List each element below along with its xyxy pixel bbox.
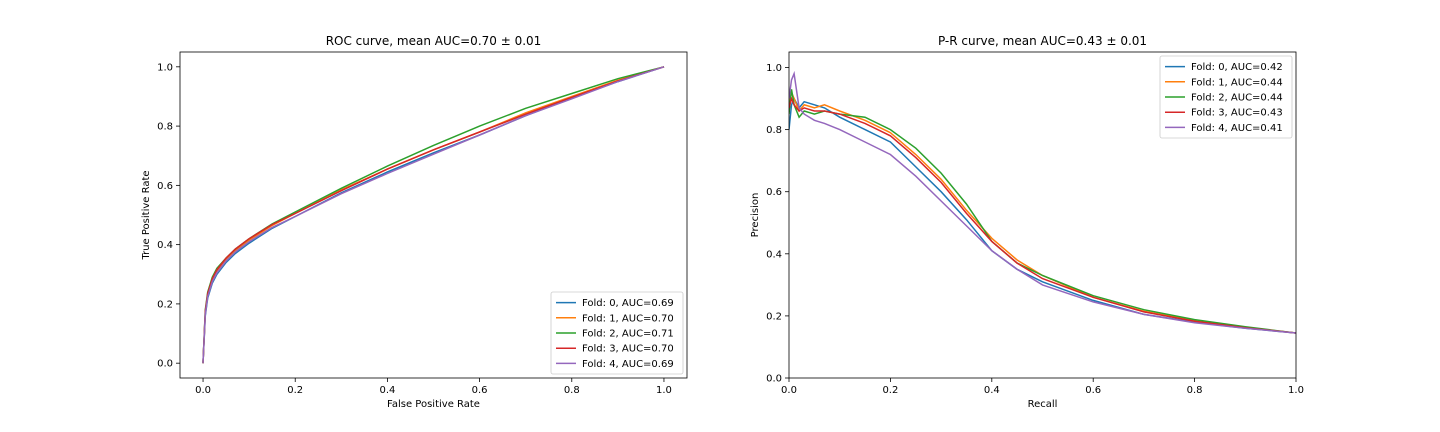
y-tick-label: 0.6 [157,181,173,192]
y-tick-label: 0.2 [766,311,782,322]
x-tick-label: 0.6 [1085,385,1101,396]
series-line-fold-4 [789,70,1296,334]
y-axis-label: Precision [750,193,761,238]
pr-chart: 0.0 0.2 0.4 0.6 0.8 1.0 0.0 0.2 0.4 0.6 0.8 1.0 P-R … [750,34,1304,410]
legend-label: Fold: 0, AUC=0.69 [582,298,674,309]
x-tick-label: 1.0 [656,385,672,396]
chart-title: P-R curve, mean AUC=0.43 ± 0.01 [938,34,1147,48]
x-tick-label: 0.2 [882,385,898,396]
x-tick-label: 0.4 [984,385,1000,396]
legend-box [550,291,684,375]
axes-frame [179,51,688,379]
y-tick-label: 1.0 [766,63,782,74]
x-tick-label: 0.8 [564,385,580,396]
y-tick-label: 0.0 [766,374,782,385]
chart-title: ROC curve, mean AUC=0.70 ± 0.01 [326,34,542,48]
legend-label: Fold: 2, AUC=0.71 [582,329,674,340]
legend-box [1159,55,1293,139]
legend-label: Fold: 3, AUC=0.70 [582,344,674,355]
axes-frame [788,51,1297,379]
x-axis-label: Recall [1028,399,1058,410]
x-tick-label: 1.0 [1288,385,1304,396]
y-tick-label: 0.2 [157,299,173,310]
y-tick-label: 0.0 [157,359,173,370]
y-axis-label: True Positive Rate [141,170,152,260]
y-tick-label: 1.0 [157,62,173,73]
x-tick-label: 0.8 [1187,385,1203,396]
legend-label: Fold: 0, AUC=0.42 [1191,62,1283,73]
series-line-fold-2 [789,89,1296,334]
legend-label: Fold: 2, AUC=0.44 [1191,93,1283,104]
legend-label: Fold: 4, AUC=0.41 [1191,123,1283,134]
x-tick-label: 0.6 [472,385,488,396]
legend-label: Fold: 4, AUC=0.69 [582,359,674,370]
series-line-fold-3 [202,66,665,364]
x-tick-label: 0.0 [195,385,211,396]
y-tick-label: 0.6 [766,187,782,198]
y-tick-label: 0.4 [766,249,782,260]
x-tick-label: 0.0 [781,385,797,396]
y-tick-label: 0.8 [157,122,173,133]
x-tick-label: 0.2 [287,385,303,396]
series-line-fold-4 [202,66,665,364]
roc-chart: 0.0 0.2 0.4 0.6 0.8 1.0 0.0 0.2 0.4 0.6 0.8 1.0 ROC … [141,34,688,410]
y-tick-label: 0.8 [766,125,782,136]
legend-label: Fold: 3, AUC=0.43 [1191,108,1283,119]
y-tick-label: 0.4 [157,240,173,251]
legend-label: Fold: 1, AUC=0.44 [1191,77,1283,88]
legend-label: Fold: 1, AUC=0.70 [582,313,674,324]
x-axis-label: False Positive Rate [387,399,480,410]
x-tick-label: 0.4 [379,385,395,396]
